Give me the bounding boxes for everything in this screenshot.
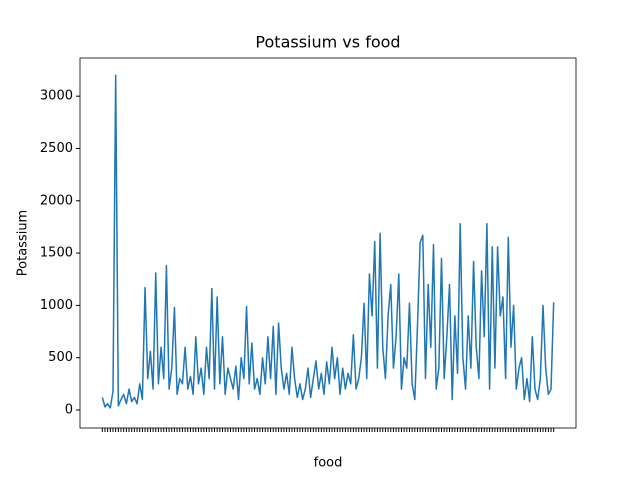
y-tick-label: 3000: [40, 89, 73, 104]
plot-frame: [79, 57, 577, 429]
y-axis-label: Potassium: [16, 210, 31, 276]
y-tick-label: 500: [48, 350, 73, 365]
x-axis-label: food: [314, 456, 343, 471]
y-tick-label: 1000: [40, 298, 73, 313]
y-tick-label: 2500: [40, 141, 73, 156]
chart-title: Potassium vs food: [255, 33, 400, 52]
y-tick-label: 0: [65, 403, 73, 418]
y-tick-label: 2000: [40, 193, 73, 208]
data-line: [101, 74, 555, 409]
y-tick-label: 1500: [40, 246, 73, 261]
